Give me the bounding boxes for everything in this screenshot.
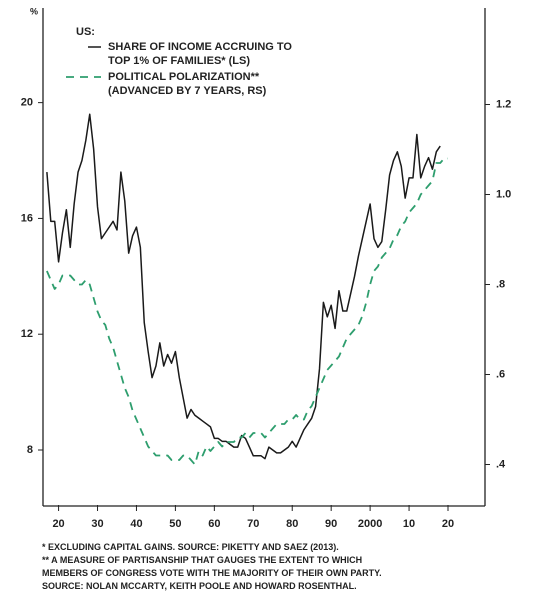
y2-tick-label: .6	[496, 368, 505, 380]
footnote: SOURCE: NOLAN MCCARTY, KEITH POOLE AND H…	[42, 581, 357, 591]
x-tick-label: 10	[403, 518, 415, 530]
y-tick-label: 16	[21, 212, 33, 224]
y-tick-label: 20	[21, 97, 33, 109]
x-tick-label: 20	[442, 518, 454, 530]
y2-tick-label: .8	[496, 278, 505, 290]
y-tick-label: 12	[21, 328, 33, 340]
x-tick-label: 40	[130, 518, 142, 530]
legend-label: POLITICAL POLARIZATION** (ADVANCED BY 7 …	[108, 71, 267, 97]
footnotes: * EXCLUDING CAPITAL GAINS. SOURCE: PIKET…	[42, 541, 382, 593]
y2-tick-label: .4	[496, 458, 506, 470]
legend-label: SHARE OF INCOME ACCRUING TO TOP 1% OF FA…	[108, 41, 292, 67]
series-line	[46, 113, 441, 460]
footnote: ** A MEASURE OF PARTISANSHIP THAT GAUGES…	[42, 555, 363, 565]
x-tick-label: 80	[286, 518, 298, 530]
x-tick-label: 20	[52, 518, 64, 530]
legend-heading: US:	[76, 26, 95, 38]
x-tick-label: 50	[169, 518, 181, 530]
footnote: MEMBERS OF CONGRESS VOTE WITH THE MAJORI…	[42, 568, 382, 578]
x-tick-label: 90	[325, 518, 337, 530]
x-tick-label: 70	[247, 518, 259, 530]
x-tick-label: 30	[91, 518, 103, 530]
y-tick-label: 8	[27, 444, 33, 456]
footnote: * EXCLUDING CAPITAL GAINS. SOURCE: PIKET…	[42, 542, 339, 552]
y2-tick-label: 1.0	[496, 188, 511, 200]
series-line	[46, 157, 448, 466]
x-tick-label: 2000	[358, 518, 382, 530]
y2-tick-label: 1.2	[496, 98, 511, 110]
y-unit-label: %	[30, 6, 38, 16]
x-tick-label: 60	[208, 518, 220, 530]
